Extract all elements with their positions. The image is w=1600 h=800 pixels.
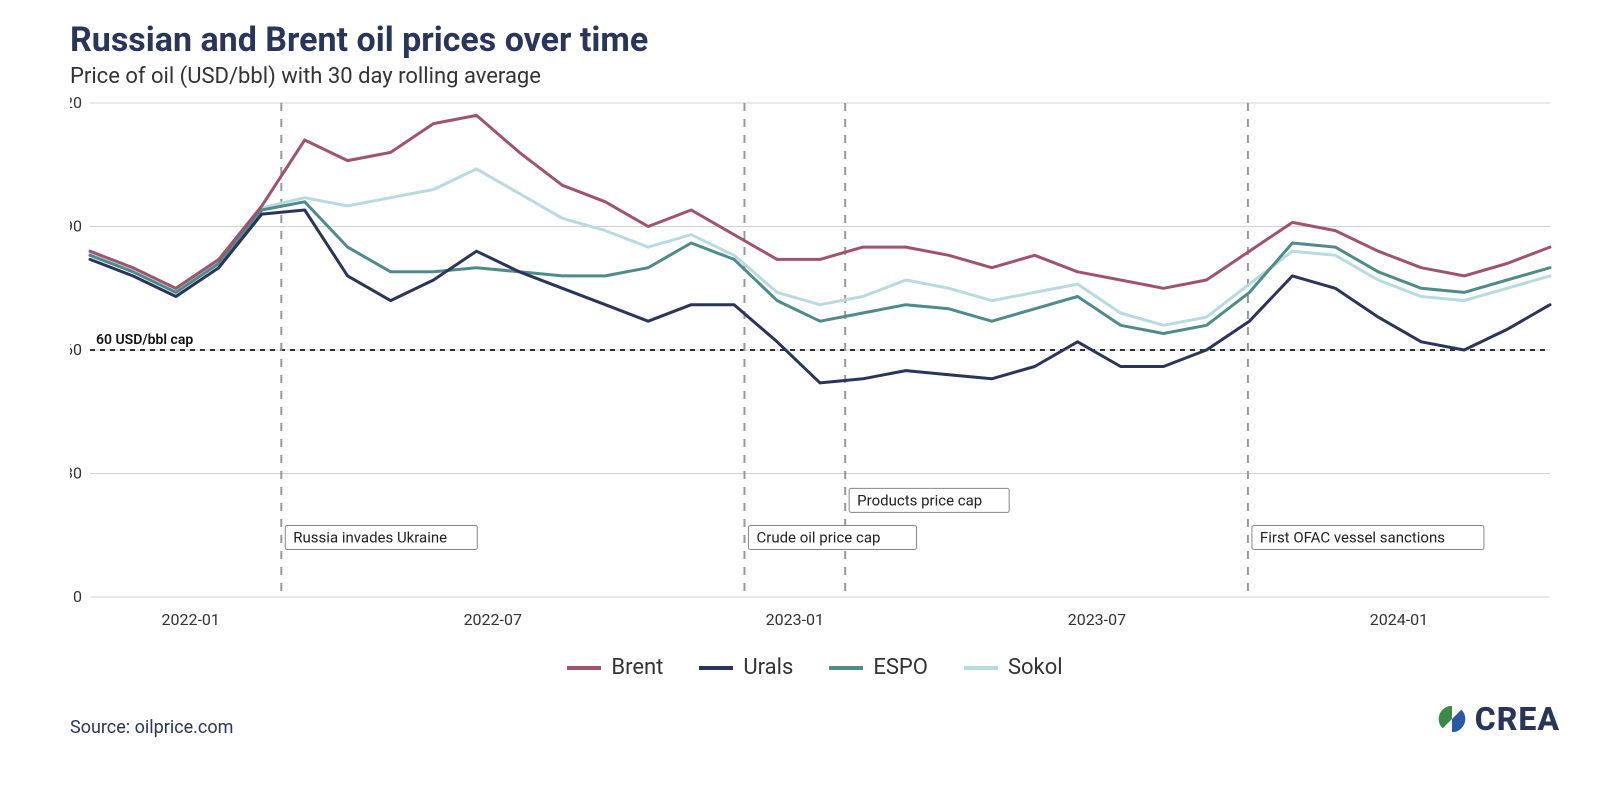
legend-swatch xyxy=(567,666,601,670)
x-tick-label: 2022-07 xyxy=(464,610,522,629)
legend-label: ESPO xyxy=(873,655,928,680)
series-espo xyxy=(90,202,1550,334)
legend-label: Brent xyxy=(611,655,663,680)
logo-icon xyxy=(1437,704,1467,734)
series-brent xyxy=(90,115,1550,288)
y-tick-label: 120 xyxy=(70,97,82,112)
event-annotation-label: Crude oil price cap xyxy=(756,528,880,546)
chart-container: Russian and Brent oil prices over time P… xyxy=(0,0,1600,800)
series-urals xyxy=(90,210,1550,383)
chart-title: Russian and Brent oil prices over time xyxy=(70,20,1560,60)
legend-item-espo: ESPO xyxy=(829,655,928,680)
chart-subtitle: Price of oil (USD/bbl) with 30 day rolli… xyxy=(70,64,1560,89)
x-tick-label: 2023-01 xyxy=(766,610,824,629)
legend-swatch xyxy=(964,666,998,670)
legend-swatch xyxy=(829,666,863,670)
legend-label: Urals xyxy=(743,655,793,680)
y-tick-label: 0 xyxy=(73,587,82,606)
footer: Source: oilprice.com CREA xyxy=(70,700,1560,738)
source-label: Source: oilprice.com xyxy=(70,717,233,738)
x-tick-label: 2023-07 xyxy=(1068,610,1126,629)
event-annotation-label: Russia invades Ukraine xyxy=(293,528,447,546)
line-chart-svg: 0 30 60 90 120 2022-01 2022-07 2023-01 2023-07 20… xyxy=(70,97,1560,637)
y-tick-label: 30 xyxy=(70,464,82,483)
x-tick-label: 2024-01 xyxy=(1370,610,1428,629)
y-tick-label: 60 xyxy=(70,340,82,359)
y-tick-label: 90 xyxy=(70,217,82,236)
cap-label: 60 USD/bbl cap xyxy=(96,332,193,348)
legend-item-sokol: Sokol xyxy=(964,655,1063,680)
logo: CREA xyxy=(1437,700,1560,738)
legend-item-brent: Brent xyxy=(567,655,663,680)
plot-area: 0 30 60 90 120 2022-01 2022-07 2023-01 2023-07 20… xyxy=(70,97,1560,637)
event-annotation-label: Products price cap xyxy=(857,491,982,509)
legend: Brent Urals ESPO Sokol xyxy=(70,655,1560,680)
legend-swatch xyxy=(699,666,733,670)
event-annotation-label: First OFAC vessel sanctions xyxy=(1260,528,1445,546)
legend-item-urals: Urals xyxy=(699,655,793,680)
logo-text: CREA xyxy=(1475,700,1560,738)
legend-label: Sokol xyxy=(1008,655,1063,680)
x-tick-label: 2022-01 xyxy=(162,610,220,629)
